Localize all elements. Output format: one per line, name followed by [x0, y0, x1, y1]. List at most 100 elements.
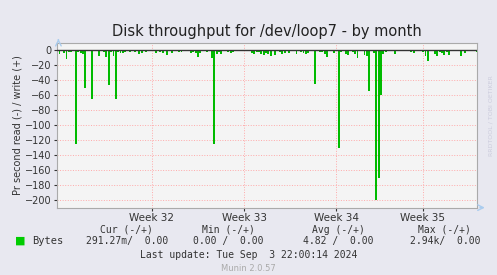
Bar [244, 50, 246, 51]
Bar [68, 50, 70, 52]
Bar [94, 50, 95, 51]
Bar [296, 50, 297, 54]
Bar [155, 50, 157, 53]
Bar [218, 50, 220, 52]
Bar [263, 50, 264, 55]
Y-axis label: Pr second read (-) / write (+): Pr second read (-) / write (+) [12, 55, 22, 195]
Bar [160, 50, 162, 51]
Text: Min (-/+): Min (-/+) [202, 225, 255, 235]
Bar [84, 50, 86, 88]
Bar [117, 50, 119, 52]
Bar [406, 50, 408, 51]
Bar [265, 50, 267, 53]
Text: Munin 2.0.57: Munin 2.0.57 [221, 265, 276, 273]
Bar [176, 50, 178, 51]
Bar [178, 50, 180, 53]
Bar [258, 50, 260, 51]
Bar [148, 50, 150, 51]
Bar [78, 50, 79, 52]
Bar [98, 50, 100, 56]
Title: Disk throughput for /dev/loop7 - by month: Disk throughput for /dev/loop7 - by mont… [112, 24, 422, 39]
Bar [352, 50, 354, 52]
Bar [237, 50, 239, 51]
Bar [401, 50, 403, 51]
Bar [356, 50, 358, 59]
Bar [434, 50, 436, 54]
Text: 4.82 /  0.00: 4.82 / 0.00 [303, 236, 373, 246]
Bar [319, 50, 321, 52]
Bar [173, 50, 175, 51]
Bar [472, 50, 473, 51]
Text: Bytes: Bytes [32, 236, 64, 246]
Bar [66, 50, 68, 59]
Bar [115, 50, 117, 99]
Bar [380, 50, 382, 95]
Bar [411, 50, 413, 52]
Bar [413, 50, 414, 53]
Bar [267, 50, 269, 54]
Bar [225, 50, 227, 51]
Bar [439, 50, 440, 51]
Bar [192, 50, 194, 52]
Bar [82, 50, 84, 54]
Bar [345, 50, 347, 54]
Text: Max (-/+): Max (-/+) [418, 225, 471, 235]
Bar [96, 50, 98, 51]
Bar [141, 50, 143, 53]
Bar [75, 50, 77, 144]
Bar [293, 50, 295, 51]
Bar [129, 50, 131, 52]
Bar [394, 50, 396, 54]
Bar [246, 50, 248, 51]
Bar [415, 50, 417, 51]
Bar [382, 50, 384, 54]
Bar [197, 50, 199, 57]
Bar [171, 50, 173, 53]
Bar [136, 50, 138, 51]
Bar [150, 50, 152, 51]
Text: 0.00 /  0.00: 0.00 / 0.00 [193, 236, 264, 246]
Bar [368, 50, 370, 91]
Bar [314, 50, 316, 84]
Bar [199, 50, 201, 53]
Bar [288, 50, 290, 53]
Bar [385, 50, 387, 52]
Bar [307, 50, 309, 53]
Bar [441, 50, 443, 53]
Bar [375, 50, 377, 200]
Bar [164, 50, 166, 51]
Bar [108, 50, 110, 85]
Bar [371, 50, 372, 51]
Bar [331, 50, 332, 51]
Bar [453, 50, 455, 51]
Bar [364, 50, 365, 55]
Bar [366, 50, 368, 56]
Bar [122, 50, 124, 53]
Text: Cur (-/+): Cur (-/+) [100, 225, 153, 235]
Bar [70, 50, 72, 52]
Bar [255, 50, 257, 52]
Bar [422, 50, 424, 52]
Bar [230, 50, 232, 53]
Bar [277, 50, 279, 51]
Bar [162, 50, 164, 53]
Bar [216, 50, 218, 54]
Bar [221, 50, 222, 54]
Bar [340, 50, 342, 52]
Bar [61, 50, 63, 51]
Bar [89, 50, 91, 51]
Bar [180, 50, 182, 52]
Text: 2.94k/  0.00: 2.94k/ 0.00 [410, 236, 480, 246]
Bar [455, 50, 457, 51]
Text: Avg (-/+): Avg (-/+) [312, 225, 364, 235]
Bar [157, 50, 159, 51]
Bar [326, 50, 328, 57]
Bar [469, 50, 471, 51]
Bar [427, 50, 429, 61]
Bar [446, 50, 448, 52]
Bar [166, 50, 168, 56]
Bar [228, 50, 229, 51]
Bar [361, 50, 363, 51]
Bar [146, 50, 147, 52]
Bar [354, 50, 356, 54]
